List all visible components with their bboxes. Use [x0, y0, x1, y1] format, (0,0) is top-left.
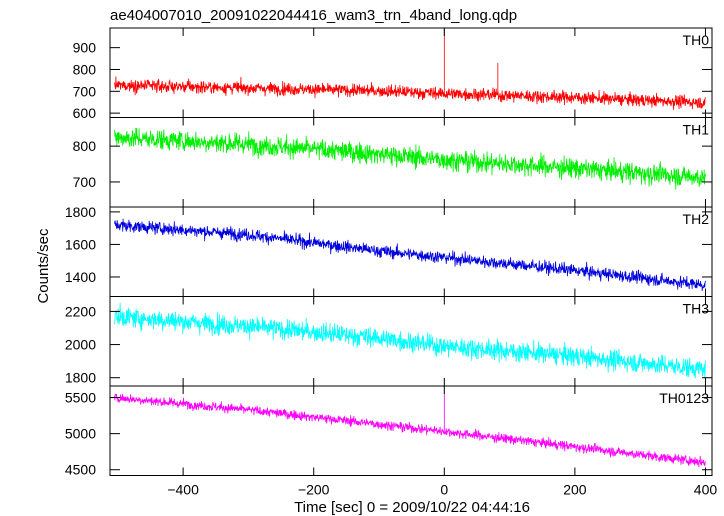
series-th0 [114, 29, 706, 110]
y-tick-label: 700 [73, 83, 97, 99]
y-tick-label: 800 [73, 61, 97, 77]
x-tick-label: −400 [167, 482, 199, 498]
y-tick-label: 5500 [65, 390, 96, 406]
y-tick-label: 2200 [65, 303, 96, 319]
x-axis-label: Time [sec] 0 = 2009/10/22 04:44:16 [294, 499, 530, 516]
y-tick-label: 5000 [65, 426, 96, 442]
series-th2 [114, 218, 706, 292]
panel-th0123: 4500 5000 5500 −400 −200 0 200 400 TH0123 [65, 385, 718, 498]
x-tick-label: −200 [298, 482, 330, 498]
x-tick-label: 200 [563, 482, 587, 498]
panel-th3: 1800 2000 2200 TH3 [65, 296, 713, 387]
panel-th0: 600 700 800 900 TH0 [73, 27, 713, 121]
y-tick-label: 800 [73, 138, 97, 154]
y-axis-label: Counts/sec [35, 228, 52, 304]
y-tick-label: 1600 [65, 236, 96, 252]
panel-label: TH3 [683, 301, 710, 317]
y-tick-label: 1400 [65, 269, 96, 285]
panel-label: TH1 [683, 122, 710, 138]
chart-title: ae404007010_20091022044416_wam3_trn_4ban… [110, 7, 517, 24]
panel-frame [109, 206, 713, 297]
panel-label: TH0 [683, 32, 710, 48]
x-tick-label: 0 [440, 482, 448, 498]
y-tick-label: 900 [73, 40, 97, 56]
y-tick-label: 1800 [65, 370, 96, 386]
y-tick-label: 1800 [65, 204, 96, 220]
y-tick-label: 2000 [65, 337, 96, 353]
panel-th1: 700 800 TH1 [73, 117, 713, 208]
panel-th2: 1400 1600 1800 TH2 [65, 204, 713, 297]
series-th0123 [114, 393, 706, 468]
series-th3 [114, 302, 706, 379]
panel-frame [109, 385, 713, 476]
panel-label: TH2 [683, 211, 710, 227]
y-tick-label: 600 [73, 105, 97, 121]
x-tick-label: 400 [694, 482, 718, 498]
y-tick-label: 700 [73, 174, 97, 190]
y-tick-label: 4500 [65, 462, 96, 478]
panel-label: TH0123 [659, 390, 709, 406]
series-th1 [114, 127, 706, 190]
